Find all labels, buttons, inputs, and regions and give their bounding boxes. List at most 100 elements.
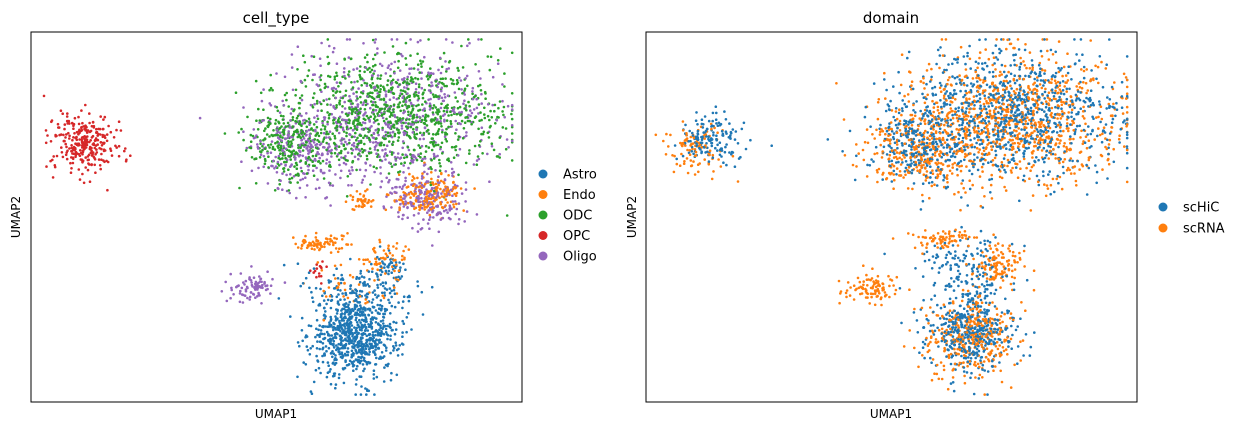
scatter-point-schic xyxy=(1042,118,1045,122)
scatter-point-astro xyxy=(339,289,342,292)
scatter-point-oligo xyxy=(431,209,435,212)
scatter-point-astro xyxy=(299,284,303,288)
scatter-point-schic xyxy=(970,277,974,281)
scatter-point-odc xyxy=(285,98,288,102)
scatter-point-astro xyxy=(383,291,386,295)
scatter-point-astro xyxy=(328,321,331,324)
scatter-point-schic xyxy=(973,122,977,125)
scatter-point-astro xyxy=(350,355,354,359)
scatter-point-oligo xyxy=(403,77,406,80)
scatter-point-odc xyxy=(473,144,477,148)
scatter-point-odc xyxy=(277,164,281,167)
scatter-point-oligo xyxy=(224,280,227,284)
scatter-point-oligo xyxy=(406,216,410,219)
scatter-point-oligo xyxy=(378,155,381,158)
scatter-point-endo xyxy=(445,189,448,193)
scatter-point-astro xyxy=(346,336,350,339)
scatter-point-odc xyxy=(285,160,288,164)
scatter-point-oligo xyxy=(353,155,357,159)
scatter-point-astro xyxy=(395,321,398,325)
scatter-point-oligo xyxy=(308,133,312,136)
scatter-point-odc xyxy=(340,149,343,153)
scatter-point-astro xyxy=(301,339,305,343)
scatter-point-odc xyxy=(312,174,316,177)
scatter-point-astro xyxy=(375,375,379,379)
scatter-point-scrna xyxy=(1010,264,1013,267)
scatter-point-scrna xyxy=(681,120,685,123)
scatter-point-endo xyxy=(327,286,331,289)
scatter-point-odc xyxy=(360,123,363,127)
scatter-point-oligo xyxy=(343,74,346,78)
scatter-point-opc xyxy=(65,133,68,136)
scatter-point-oligo xyxy=(420,196,423,200)
scatter-point-odc xyxy=(486,131,490,135)
scatter-point-astro xyxy=(382,315,385,319)
scatter-point-astro xyxy=(360,326,364,329)
scatter-point-oligo xyxy=(449,217,452,221)
scatter-point-scrna xyxy=(992,233,995,236)
scatter-point-oligo xyxy=(394,159,398,162)
scatter-point-astro xyxy=(373,340,377,343)
scatter-point-odc xyxy=(301,149,305,152)
scatter-point-scrna xyxy=(937,145,940,148)
scatter-point-endo xyxy=(385,193,389,196)
scatter-point-astro xyxy=(306,348,310,352)
scatter-point-odc xyxy=(493,109,496,113)
scatter-point-oligo xyxy=(355,67,359,70)
scatter-point-oligo xyxy=(310,145,314,148)
scatter-point-oligo xyxy=(439,212,443,215)
scatter-point-astro xyxy=(360,385,363,388)
scatter-point-endo xyxy=(427,190,430,193)
scatter-point-odc xyxy=(409,125,413,129)
scatter-point-oligo xyxy=(352,92,355,95)
scatter-point-odc xyxy=(300,169,304,173)
scatter-point-odc xyxy=(366,92,370,96)
scatter-point-scrna xyxy=(971,183,974,187)
scatter-point-odc xyxy=(413,95,416,98)
scatter-point-astro xyxy=(365,338,368,342)
scatter-point-odc xyxy=(347,121,351,125)
scatter-point-odc xyxy=(276,133,280,137)
scatter-point-odc xyxy=(456,138,460,141)
scatter-point-odc xyxy=(384,137,387,140)
scatter-point-oligo xyxy=(316,109,320,112)
scatter-point-oligo xyxy=(414,190,417,194)
scatter-point-astro xyxy=(352,342,355,346)
scatter-point-oligo xyxy=(503,115,507,119)
scatter-point-odc xyxy=(381,126,384,130)
scatter-point-oligo xyxy=(318,156,322,160)
scatter-point-scrna xyxy=(849,286,852,289)
scatter-point-schic xyxy=(718,141,722,144)
scatter-point-odc xyxy=(342,144,346,147)
scatter-point-schic xyxy=(1000,120,1003,124)
scatter-point-odc xyxy=(458,105,462,109)
scatter-point-oligo xyxy=(243,283,246,286)
scatter-point-odc xyxy=(443,84,447,88)
scatter-point-oligo xyxy=(315,166,318,170)
scatter-point-odc xyxy=(417,83,421,86)
scatter-point-oligo xyxy=(451,200,455,203)
scatter-point-odc xyxy=(392,92,396,95)
scatter-point-odc xyxy=(398,94,402,98)
scatter-point-astro xyxy=(387,298,390,302)
scatter-point-astro xyxy=(359,304,362,307)
scatter-point-odc xyxy=(223,132,227,135)
scatter-point-astro xyxy=(370,270,374,274)
scatter-point-oligo xyxy=(395,97,399,101)
scatter-point-oligo xyxy=(419,39,422,42)
scatter-point-odc xyxy=(328,112,332,116)
scatter-point-oligo xyxy=(456,154,460,157)
scatter-point-oligo xyxy=(338,115,342,119)
scatter-point-scrna xyxy=(898,156,901,160)
scatter-point-odc xyxy=(380,107,384,111)
scatter-point-opc xyxy=(318,264,322,268)
scatter-point-odc xyxy=(278,183,282,186)
scatter-point-schic xyxy=(942,317,946,320)
scatter-point-astro xyxy=(321,360,325,364)
scatter-point-opc xyxy=(55,134,58,138)
scatter-point-astro xyxy=(366,283,370,286)
scatter-point-opc xyxy=(103,160,106,164)
scatter-point-oligo xyxy=(370,125,373,128)
scatter-point-oligo xyxy=(420,71,423,74)
scatter-point-oligo xyxy=(256,145,260,149)
